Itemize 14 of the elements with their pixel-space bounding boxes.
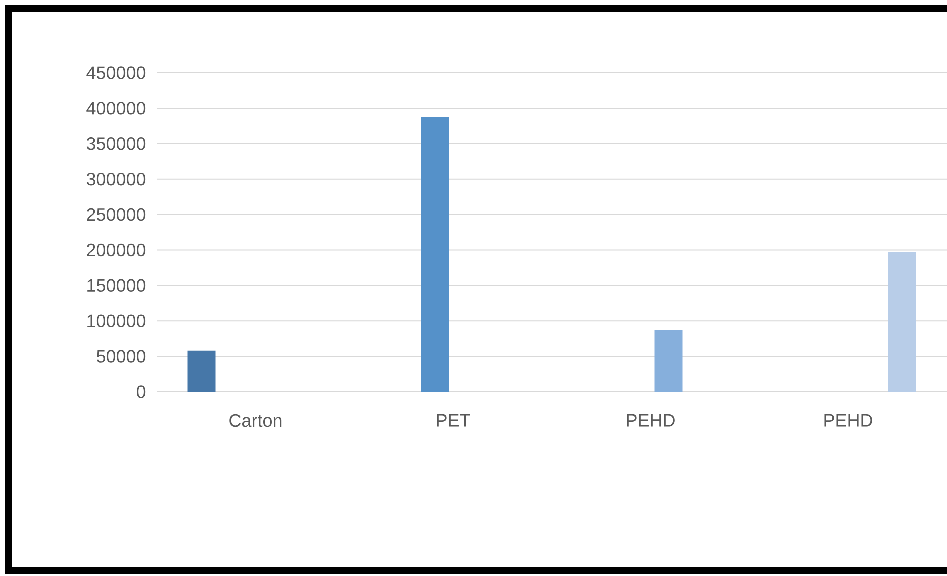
y-tick-label: 50000 — [96, 350, 146, 363]
y-tick-label: 400000 — [86, 102, 146, 115]
x-tick-label: PEHD — [627, 414, 675, 427]
y-tick-label: 350000 — [86, 138, 146, 150]
y-tick-label: 200000 — [87, 244, 146, 257]
y-tick-label: 250000 — [87, 208, 146, 222]
y-tick-label: 150000 — [88, 279, 146, 292]
y-tick-label: 100000 — [88, 314, 146, 328]
x-tick-label: PEHD — [824, 414, 872, 427]
y-tick-label: 300000 — [86, 172, 146, 186]
x-tick-label: PET — [437, 414, 470, 427]
y-tick-label: 0 — [136, 386, 146, 398]
y-tick-label: 450000 — [86, 66, 146, 80]
x-tick-label: Carton — [230, 414, 282, 428]
